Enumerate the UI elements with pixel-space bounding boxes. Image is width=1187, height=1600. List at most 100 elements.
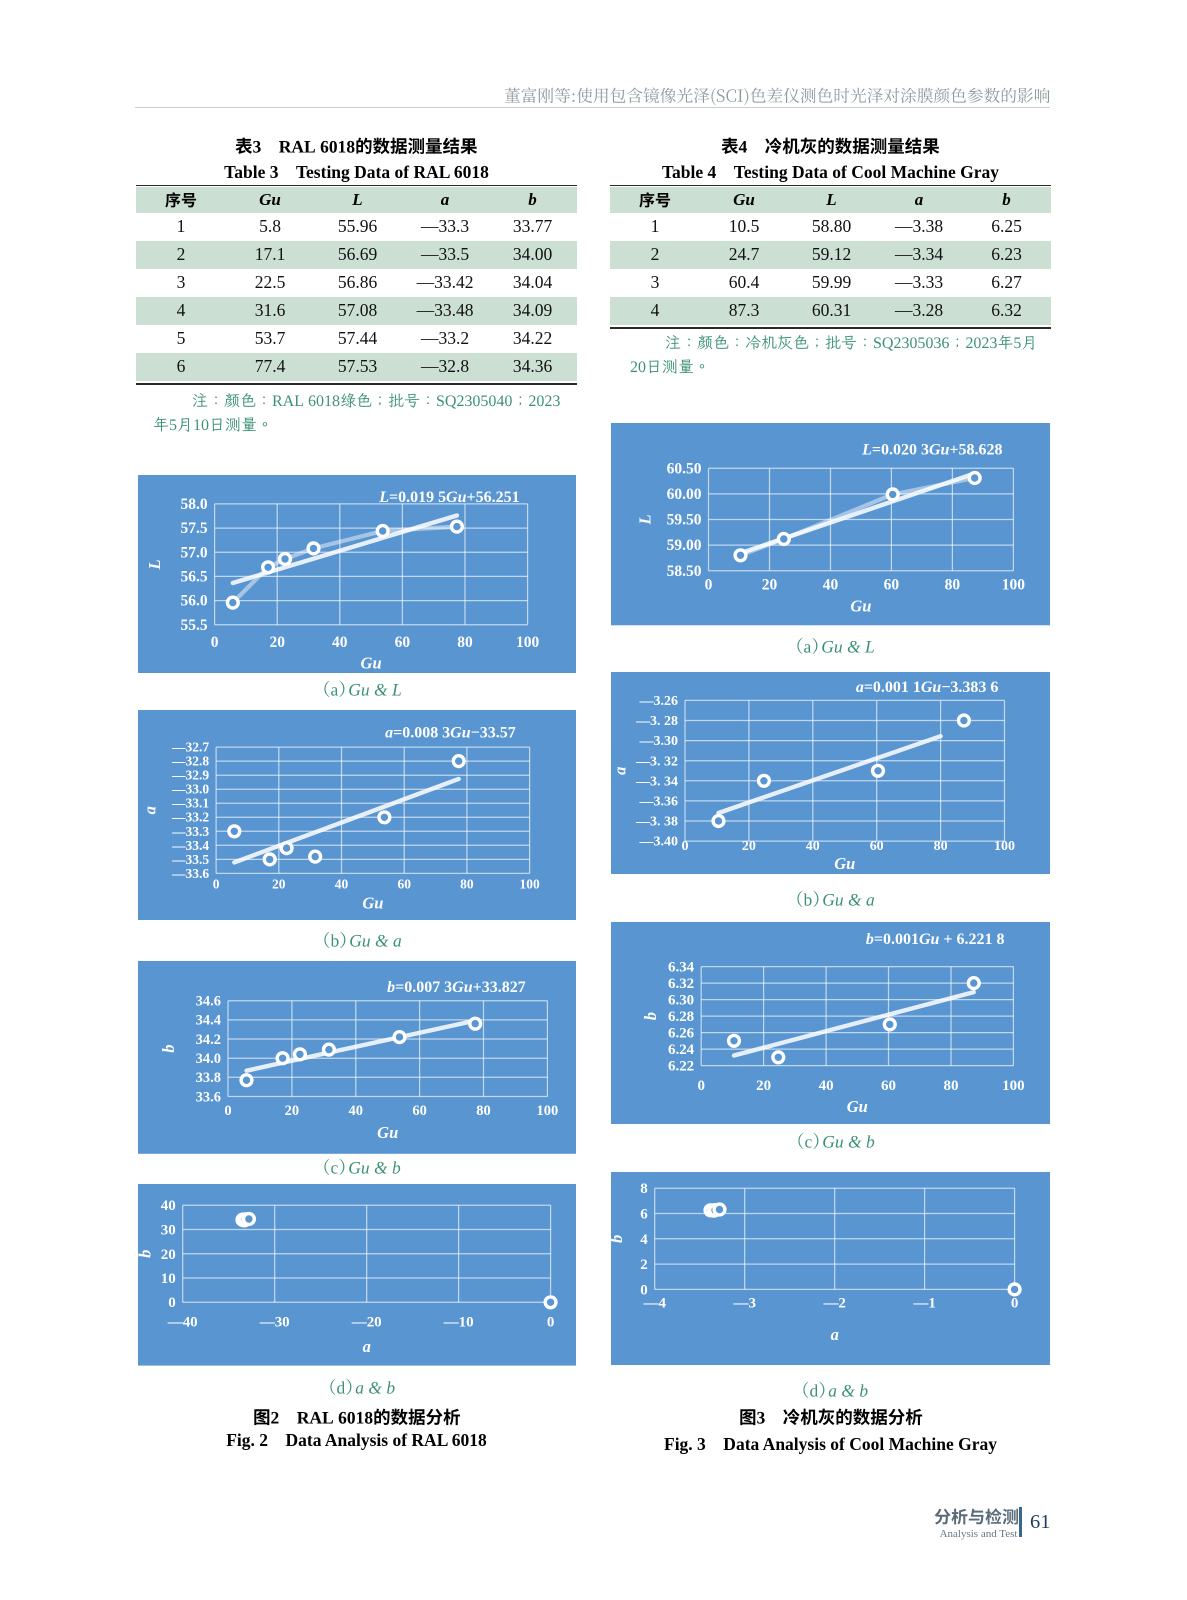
svg-text:0: 0 bbox=[1011, 1296, 1019, 1312]
svg-text:100: 100 bbox=[520, 876, 540, 891]
svg-text:a: a bbox=[830, 1325, 838, 1344]
svg-text:60: 60 bbox=[413, 1103, 427, 1119]
svg-text:L=0.020 3Gu+58.628: L=0.020 3Gu+58.628 bbox=[861, 442, 1002, 459]
svg-text:6.28: 6.28 bbox=[668, 1009, 694, 1025]
svg-text:—33.0: —33.0 bbox=[171, 781, 209, 796]
svg-text:55.5: 55.5 bbox=[181, 617, 208, 634]
svg-text:40: 40 bbox=[806, 839, 820, 854]
svg-text:—2: —2 bbox=[822, 1296, 845, 1312]
svg-text:56.0: 56.0 bbox=[181, 593, 208, 610]
svg-text:58.50: 58.50 bbox=[667, 563, 702, 580]
svg-text:6: 6 bbox=[640, 1207, 648, 1223]
svg-text:59.00: 59.00 bbox=[667, 537, 702, 554]
svg-text:—3. 32: —3. 32 bbox=[635, 754, 678, 769]
svg-text:34.4: 34.4 bbox=[196, 1013, 221, 1029]
svg-text:0: 0 bbox=[705, 577, 713, 594]
svg-text:0: 0 bbox=[211, 634, 219, 651]
svg-text:20: 20 bbox=[742, 839, 756, 854]
svg-text:0: 0 bbox=[213, 876, 220, 891]
svg-text:a=0.001 1Gu−3.383 6: a=0.001 1Gu−3.383 6 bbox=[856, 679, 999, 696]
svg-text:4: 4 bbox=[640, 1232, 648, 1248]
svg-text:0: 0 bbox=[225, 1103, 232, 1119]
svg-text:40: 40 bbox=[335, 876, 349, 891]
svg-text:b: b bbox=[611, 1235, 626, 1243]
svg-text:60: 60 bbox=[870, 839, 884, 854]
svg-text:—3: —3 bbox=[732, 1296, 755, 1312]
svg-text:40: 40 bbox=[818, 1078, 833, 1094]
svg-text:b: b bbox=[159, 1044, 178, 1052]
svg-text:a: a bbox=[141, 806, 160, 814]
svg-text:Gu: Gu bbox=[377, 1123, 398, 1142]
svg-text:60: 60 bbox=[398, 876, 412, 891]
svg-text:—3.26: —3.26 bbox=[638, 694, 677, 709]
svg-text:0: 0 bbox=[640, 1282, 648, 1298]
svg-text:6.26: 6.26 bbox=[668, 1025, 695, 1041]
svg-text:—33.6: —33.6 bbox=[171, 865, 209, 880]
svg-text:—1: —1 bbox=[912, 1296, 935, 1312]
svg-text:60.50: 60.50 bbox=[667, 461, 702, 478]
svg-text:6.32: 6.32 bbox=[668, 976, 694, 992]
svg-text:33.6: 33.6 bbox=[196, 1089, 221, 1105]
svg-text:—20: —20 bbox=[351, 1315, 382, 1331]
svg-text:60.00: 60.00 bbox=[667, 486, 702, 503]
svg-text:80: 80 bbox=[476, 1103, 490, 1119]
svg-text:80: 80 bbox=[945, 577, 961, 594]
svg-text:—32.7: —32.7 bbox=[171, 739, 209, 754]
svg-text:80: 80 bbox=[457, 634, 473, 651]
svg-text:—33.2: —33.2 bbox=[171, 809, 209, 824]
svg-text:60: 60 bbox=[884, 577, 900, 594]
svg-text:6.30: 6.30 bbox=[668, 992, 694, 1008]
svg-text:b=0.007 3Gu+33.827: b=0.007 3Gu+33.827 bbox=[387, 979, 526, 996]
svg-text:6.24: 6.24 bbox=[668, 1042, 695, 1058]
svg-text:34.2: 34.2 bbox=[196, 1032, 221, 1048]
svg-text:a: a bbox=[611, 767, 629, 775]
svg-text:34.6: 34.6 bbox=[196, 993, 221, 1009]
svg-text:57.5: 57.5 bbox=[181, 520, 208, 537]
svg-text:—3.36: —3.36 bbox=[638, 794, 677, 809]
svg-text:60: 60 bbox=[395, 634, 411, 651]
svg-text:100: 100 bbox=[994, 839, 1015, 854]
svg-text:Gu: Gu bbox=[834, 854, 855, 873]
svg-text:34.0: 34.0 bbox=[196, 1051, 221, 1067]
svg-text:100: 100 bbox=[1002, 577, 1025, 594]
svg-text:33.8: 33.8 bbox=[196, 1070, 221, 1086]
svg-text:—33.1: —33.1 bbox=[171, 795, 209, 810]
svg-text:—4: —4 bbox=[642, 1296, 666, 1312]
svg-text:L: L bbox=[145, 559, 164, 570]
svg-text:—33.5: —33.5 bbox=[171, 851, 209, 866]
svg-text:6.22: 6.22 bbox=[668, 1058, 694, 1074]
svg-text:2: 2 bbox=[640, 1257, 648, 1273]
svg-text:a=0.008 3Gu−33.57: a=0.008 3Gu−33.57 bbox=[385, 724, 516, 741]
svg-text:10: 10 bbox=[161, 1271, 176, 1287]
svg-text:Gu: Gu bbox=[361, 653, 382, 672]
svg-text:—3.40: —3.40 bbox=[638, 835, 677, 850]
svg-text:—3. 38: —3. 38 bbox=[635, 815, 678, 830]
svg-text:—30: —30 bbox=[259, 1315, 290, 1331]
svg-text:0: 0 bbox=[681, 839, 688, 854]
svg-text:58.0: 58.0 bbox=[181, 496, 208, 513]
svg-text:40: 40 bbox=[161, 1198, 176, 1214]
svg-text:0: 0 bbox=[697, 1078, 705, 1094]
svg-text:40: 40 bbox=[349, 1103, 363, 1119]
svg-text:—3. 34: —3. 34 bbox=[635, 774, 678, 789]
svg-text:b: b bbox=[641, 1012, 660, 1020]
svg-text:0: 0 bbox=[168, 1295, 175, 1311]
svg-text:Gu: Gu bbox=[363, 893, 384, 912]
svg-text:—3.30: —3.30 bbox=[638, 734, 677, 749]
svg-text:20: 20 bbox=[272, 876, 286, 891]
svg-text:Gu: Gu bbox=[850, 597, 871, 616]
svg-text:20: 20 bbox=[270, 634, 286, 651]
svg-text:100: 100 bbox=[537, 1103, 559, 1119]
svg-text:20: 20 bbox=[756, 1078, 771, 1094]
svg-text:6.34: 6.34 bbox=[668, 960, 695, 976]
svg-text:—32.9: —32.9 bbox=[171, 767, 209, 782]
svg-text:60: 60 bbox=[881, 1078, 896, 1094]
svg-text:100: 100 bbox=[1002, 1078, 1024, 1094]
svg-text:40: 40 bbox=[823, 577, 839, 594]
svg-text:20: 20 bbox=[161, 1247, 176, 1263]
svg-text:40: 40 bbox=[332, 634, 348, 651]
svg-text:a: a bbox=[363, 1337, 371, 1356]
svg-text:b=0.001Gu + 6.221 8: b=0.001Gu + 6.221 8 bbox=[866, 931, 1005, 948]
svg-text:—33.3: —33.3 bbox=[171, 823, 209, 838]
svg-text:0: 0 bbox=[547, 1315, 554, 1331]
